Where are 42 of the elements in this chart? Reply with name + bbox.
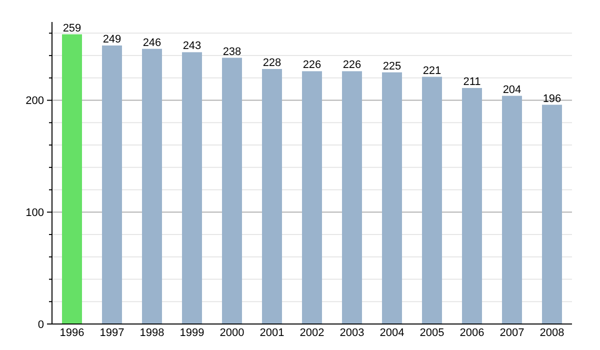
data-label: 226 (342, 59, 362, 72)
bar (182, 52, 202, 324)
bar (542, 104, 562, 324)
bar (102, 45, 122, 324)
bar (502, 96, 522, 324)
x-tick-label: 2006 (460, 327, 484, 339)
bar (342, 71, 362, 324)
bar (462, 88, 482, 324)
data-label: 243 (182, 40, 202, 52)
data-label: 196 (542, 92, 562, 105)
data-label: 225 (382, 60, 402, 72)
data-label: 204 (502, 84, 522, 96)
bar (222, 58, 242, 324)
x-tick-label: 2008 (540, 327, 564, 339)
data-label: 238 (222, 46, 242, 58)
x-tick-label: 2004 (380, 327, 404, 339)
y-tick-label: 0 (38, 318, 44, 331)
x-tick-label: 1998 (140, 327, 164, 339)
x-tick-label: 2005 (420, 327, 444, 339)
y-tick-label: 100 (26, 207, 44, 219)
data-label: 211 (463, 76, 481, 88)
data-label: 221 (422, 64, 442, 77)
bar (382, 72, 402, 324)
x-tick-label: 1997 (100, 327, 124, 339)
y-tick-label: 200 (26, 95, 44, 108)
data-label: 259 (62, 22, 82, 34)
x-tick-label: 2002 (300, 327, 324, 339)
data-label: 228 (262, 56, 282, 69)
bar (262, 68, 282, 324)
x-tick-label: 1996 (60, 327, 84, 339)
bar (422, 76, 442, 324)
x-tick-label: 2001 (260, 327, 284, 339)
x-tick-label: 1999 (180, 327, 204, 339)
data-label: 226 (302, 59, 322, 72)
bar (302, 71, 322, 324)
x-tick-label: 2003 (340, 327, 364, 339)
data-label: 249 (102, 33, 122, 46)
x-tick-label: 2007 (500, 327, 524, 339)
bar (142, 48, 162, 324)
bar (62, 34, 82, 324)
x-tick-label: 2000 (220, 327, 244, 339)
data-label: 246 (142, 36, 162, 49)
